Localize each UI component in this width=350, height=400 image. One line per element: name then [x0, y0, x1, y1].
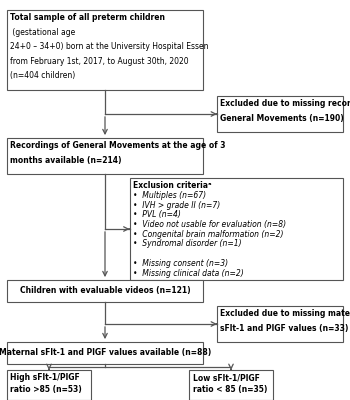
FancyBboxPatch shape [189, 370, 273, 400]
Text: •  Multiples (n=67): • Multiples (n=67) [133, 191, 206, 200]
FancyBboxPatch shape [217, 306, 343, 342]
Text: •  PVL (n=4): • PVL (n=4) [133, 210, 181, 219]
FancyBboxPatch shape [7, 342, 203, 364]
Text: from February 1st, 2017, to August 30th, 2020: from February 1st, 2017, to August 30th,… [10, 57, 189, 66]
Text: •  Congenital brain malformation (n=2): • Congenital brain malformation (n=2) [133, 230, 284, 239]
Text: Exclusion criteriaᵃ: Exclusion criteriaᵃ [133, 181, 211, 190]
Text: Maternal sFlt-1 and PlGF values available (n=88): Maternal sFlt-1 and PlGF values availabl… [0, 348, 211, 358]
FancyBboxPatch shape [7, 138, 203, 174]
Text: Children with evaluable videos (n=121): Children with evaluable videos (n=121) [20, 286, 190, 296]
FancyBboxPatch shape [7, 10, 203, 90]
Text: Low sFlt-1/PlGF: Low sFlt-1/PlGF [193, 373, 259, 382]
Text: Total sample of all preterm children: Total sample of all preterm children [10, 13, 166, 22]
Text: Excluded due to missing maternal: Excluded due to missing maternal [220, 309, 350, 318]
Text: •  Video not usable for evaluation (n=8): • Video not usable for evaluation (n=8) [133, 220, 286, 229]
Text: sFlt-1 and PlGF values (n=33): sFlt-1 and PlGF values (n=33) [220, 324, 349, 333]
FancyBboxPatch shape [217, 96, 343, 132]
Text: •  Missing clinical data (n=2): • Missing clinical data (n=2) [133, 269, 244, 278]
Text: Recordings of General Movements at the age of 3: Recordings of General Movements at the a… [10, 141, 226, 150]
Text: (n=404 children): (n=404 children) [10, 71, 76, 80]
Text: 24+0 – 34+0) born at the University Hospital Essen: 24+0 – 34+0) born at the University Hosp… [10, 42, 209, 51]
FancyBboxPatch shape [130, 178, 343, 280]
Text: ratio >85 (n=53): ratio >85 (n=53) [10, 385, 82, 394]
FancyBboxPatch shape [7, 370, 91, 400]
Text: •  Syndromal disorder (n=1): • Syndromal disorder (n=1) [133, 240, 242, 248]
FancyBboxPatch shape [7, 280, 203, 302]
Text: (gestational age: (gestational age [10, 28, 76, 37]
Text: months available (n=214): months available (n=214) [10, 156, 122, 165]
Text: General Movements (n=190): General Movements (n=190) [220, 114, 344, 122]
Text: •  Missing consent (n=3): • Missing consent (n=3) [133, 259, 228, 268]
Text: ratio < 85 (n=35): ratio < 85 (n=35) [193, 385, 267, 394]
Text: Excluded due to missing recordings of: Excluded due to missing recordings of [220, 99, 350, 108]
Text: •  IVH > grade II (n=7): • IVH > grade II (n=7) [133, 201, 220, 210]
Text: High sFlt-1/PlGF: High sFlt-1/PlGF [10, 373, 80, 382]
